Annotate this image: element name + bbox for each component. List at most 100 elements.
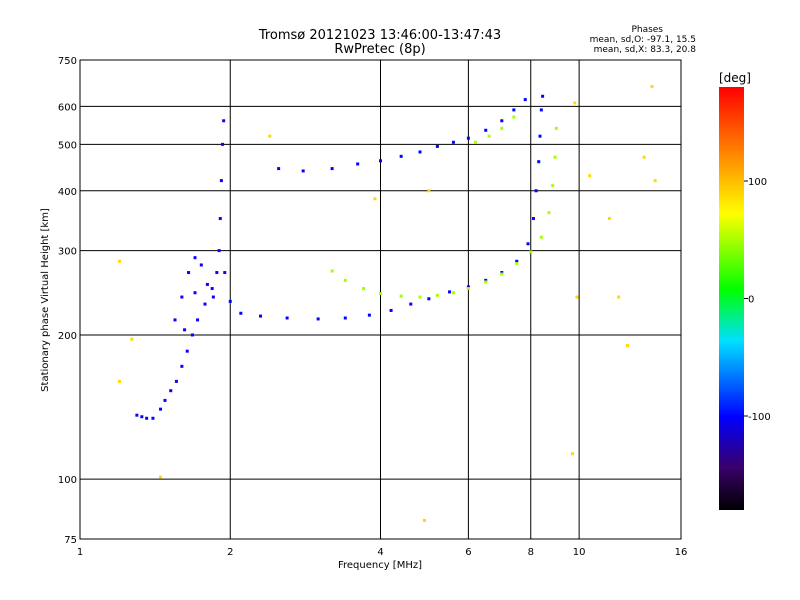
data-point xyxy=(221,142,225,146)
colorbar-tick-label: 0 xyxy=(748,295,754,306)
x-tick-label: 1 xyxy=(77,547,83,558)
data-point xyxy=(185,349,189,353)
data-point xyxy=(330,167,334,171)
data-point xyxy=(362,287,366,291)
data-point xyxy=(539,108,543,112)
y-tick-label: 200 xyxy=(58,331,77,342)
data-point xyxy=(205,282,209,286)
data-point xyxy=(193,256,197,260)
data-point xyxy=(159,407,163,411)
data-point xyxy=(541,94,545,98)
data-point xyxy=(163,398,167,402)
data-point xyxy=(183,328,187,332)
data-point xyxy=(484,280,488,284)
colorbar xyxy=(719,87,744,510)
chart-title: Tromsø 20121023 13:46:00-13:47:43 xyxy=(258,28,502,43)
data-point xyxy=(210,287,214,291)
data-point xyxy=(169,389,173,393)
data-point xyxy=(607,217,611,221)
data-point xyxy=(537,160,541,164)
data-point xyxy=(218,217,222,221)
data-point xyxy=(211,295,215,299)
data-point xyxy=(451,140,455,144)
y-tick-label: 100 xyxy=(58,475,77,486)
data-point xyxy=(193,291,197,295)
data-point xyxy=(140,415,144,419)
data-point xyxy=(500,271,504,275)
data-point xyxy=(487,134,491,138)
y-axis: 75 100 200 300 400 500 600 750 xyxy=(58,56,77,546)
x-tick-label: 8 xyxy=(528,547,534,558)
x-tick-label: 10 xyxy=(573,547,586,558)
data-point xyxy=(466,285,470,289)
data-point xyxy=(399,154,403,158)
data-point xyxy=(526,242,530,246)
data-point xyxy=(531,217,535,221)
y-tick-label: 300 xyxy=(58,247,77,258)
data-point xyxy=(427,297,431,301)
data-point xyxy=(418,150,422,154)
data-point xyxy=(219,179,223,183)
data-point xyxy=(118,259,122,263)
data-point xyxy=(422,518,426,522)
data-point xyxy=(389,308,393,312)
plot-frame xyxy=(79,59,682,540)
data-points xyxy=(118,85,657,522)
data-point xyxy=(575,295,579,299)
y-tick-label: 75 xyxy=(64,535,77,546)
data-point xyxy=(199,263,203,267)
data-point xyxy=(484,278,488,282)
data-point xyxy=(118,379,122,383)
data-point xyxy=(180,295,184,299)
data-point xyxy=(551,184,555,188)
data-point xyxy=(515,261,519,265)
colorbar-tick-label: 100 xyxy=(748,177,767,188)
data-point xyxy=(529,250,533,254)
data-point xyxy=(228,299,232,303)
data-point xyxy=(356,162,360,166)
data-point xyxy=(466,287,470,291)
data-point xyxy=(553,155,557,159)
data-point xyxy=(180,364,184,368)
data-point xyxy=(135,413,139,417)
y-tick-label: 500 xyxy=(58,140,77,151)
data-point xyxy=(343,316,347,320)
data-point xyxy=(379,292,382,296)
phase-title: Phases xyxy=(631,25,663,35)
data-point xyxy=(215,271,219,275)
data-point xyxy=(418,295,422,299)
data-point xyxy=(330,269,334,273)
data-point xyxy=(409,302,413,306)
phase-x-stats: mean, sd,X: 83.3, 20.8 xyxy=(593,45,696,55)
data-point xyxy=(285,316,289,320)
data-point xyxy=(174,379,178,383)
data-point xyxy=(367,313,371,317)
data-point xyxy=(145,416,149,420)
colorbar-ticks: 100 0 -100 xyxy=(744,177,771,423)
data-point xyxy=(222,119,226,123)
data-point xyxy=(268,134,272,138)
data-point xyxy=(190,333,194,337)
x-axis-label: Frequency [MHz] xyxy=(338,560,422,571)
data-point xyxy=(451,291,455,295)
x-tick-label: 4 xyxy=(377,547,383,558)
data-point xyxy=(554,126,558,130)
data-point xyxy=(173,318,177,322)
data-point xyxy=(617,295,621,299)
data-point xyxy=(588,174,592,178)
data-point xyxy=(239,311,243,315)
data-point xyxy=(653,179,657,183)
chart-subtitle: RwPretec (8p) xyxy=(334,42,426,57)
data-point xyxy=(373,197,377,201)
data-point xyxy=(435,144,439,148)
x-tick-label: 6 xyxy=(465,547,471,558)
grid xyxy=(80,60,681,539)
data-point xyxy=(159,475,163,479)
data-point xyxy=(473,140,477,144)
data-point xyxy=(301,169,305,173)
data-point xyxy=(500,119,504,123)
data-point xyxy=(512,108,516,112)
data-point xyxy=(187,271,191,275)
data-point xyxy=(547,211,551,215)
